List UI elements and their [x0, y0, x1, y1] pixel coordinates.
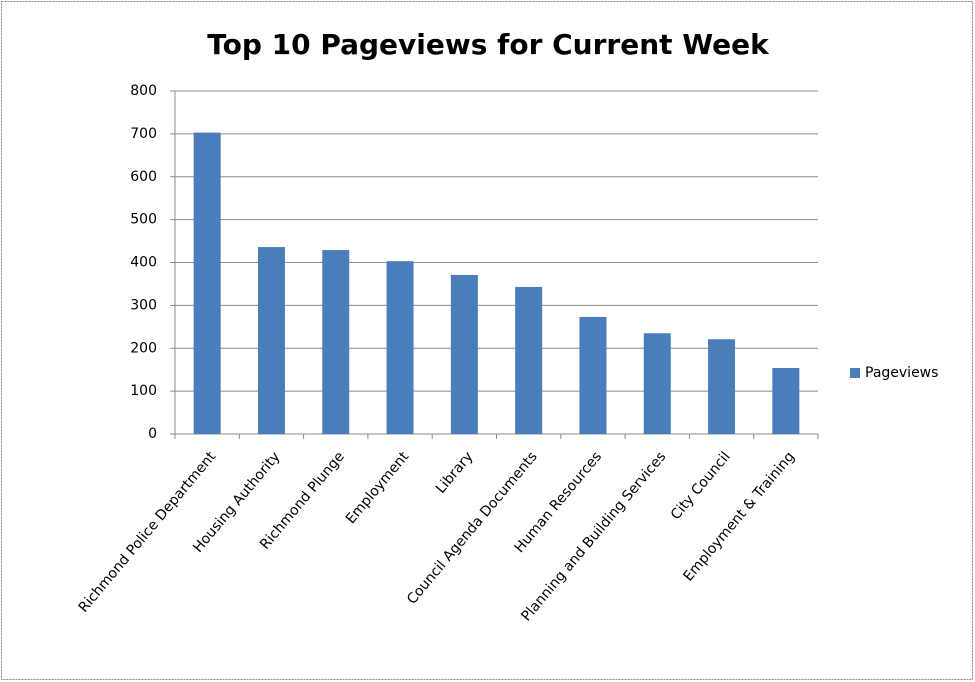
y-tick-label: 300: [130, 297, 157, 313]
bar: [450, 274, 478, 434]
bar: [515, 286, 543, 434]
bar: [643, 333, 671, 434]
y-tick-label: 600: [130, 169, 157, 185]
y-tick-label: 0: [148, 426, 157, 442]
y-tick-label: 100: [130, 383, 157, 399]
y-tick-label: 200: [130, 340, 157, 356]
bar: [257, 247, 285, 434]
bar: [772, 367, 800, 434]
chart-title: Top 10 Pageviews for Current Week: [207, 28, 770, 61]
y-tick-label: 800: [130, 83, 157, 99]
y-tick-label: 400: [130, 255, 157, 271]
bar: [193, 132, 221, 434]
legend-swatch: [850, 368, 860, 378]
bar: [322, 250, 350, 434]
legend-label: Pageviews: [865, 365, 938, 381]
bar: [708, 339, 736, 434]
bar: [579, 316, 607, 434]
bar: [386, 261, 414, 434]
y-tick-label: 500: [130, 212, 157, 228]
y-tick-label: 700: [130, 126, 157, 142]
